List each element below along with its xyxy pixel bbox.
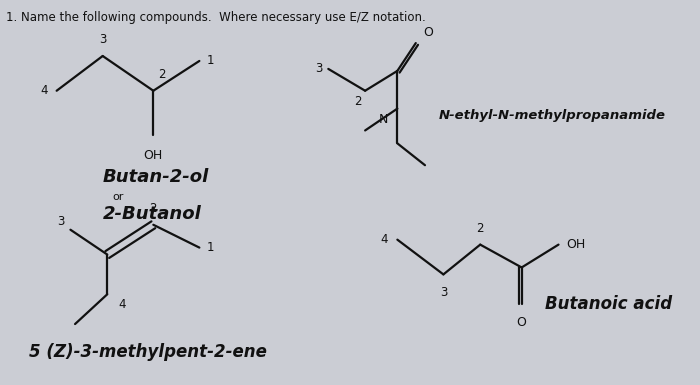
- Text: 3: 3: [99, 33, 106, 46]
- Text: or: or: [112, 192, 123, 202]
- Text: O: O: [517, 316, 526, 329]
- Text: OH: OH: [566, 238, 585, 251]
- Text: 2: 2: [354, 95, 361, 108]
- Text: O: O: [423, 26, 433, 39]
- Text: N-ethyl-N-methylpropanamide: N-ethyl-N-methylpropanamide: [439, 109, 666, 122]
- Text: 4: 4: [40, 84, 48, 97]
- Text: 2: 2: [477, 222, 484, 235]
- Text: OH: OH: [144, 149, 163, 162]
- Text: 3: 3: [440, 286, 447, 299]
- Text: N: N: [379, 112, 388, 126]
- Text: 3: 3: [57, 215, 65, 228]
- Text: 3: 3: [316, 62, 323, 75]
- Text: 2: 2: [150, 202, 157, 215]
- Text: 1: 1: [206, 241, 214, 254]
- Text: 5 (Z)-3-methylpent-2-ene: 5 (Z)-3-methylpent-2-ene: [29, 343, 267, 361]
- Text: 4: 4: [381, 233, 388, 246]
- Text: 1. Name the following compounds.  Where necessary use E/Z notation.: 1. Name the following compounds. Where n…: [6, 11, 426, 24]
- Text: 4: 4: [118, 298, 126, 311]
- Text: Butan-2-ol: Butan-2-ol: [103, 168, 209, 186]
- Text: 1: 1: [206, 54, 214, 67]
- Text: Butanoic acid: Butanoic acid: [545, 295, 672, 313]
- Text: 2: 2: [158, 68, 165, 81]
- Text: 2-Butanol: 2-Butanol: [103, 205, 202, 223]
